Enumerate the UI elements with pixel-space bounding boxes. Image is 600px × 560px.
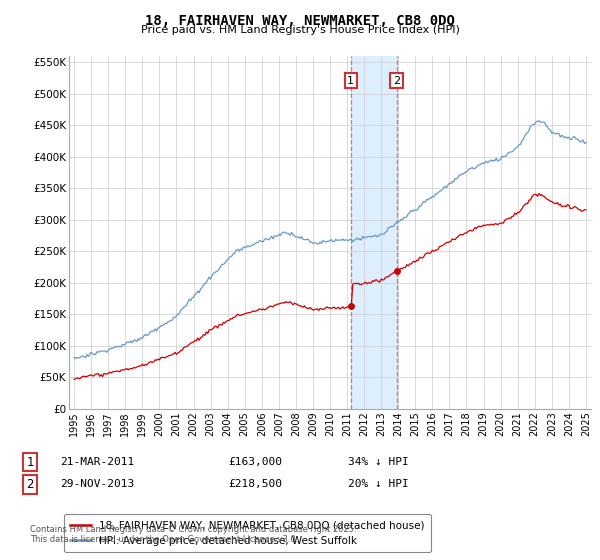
Text: 29-NOV-2013: 29-NOV-2013: [60, 479, 134, 489]
Text: 18, FAIRHAVEN WAY, NEWMARKET, CB8 0DQ: 18, FAIRHAVEN WAY, NEWMARKET, CB8 0DQ: [145, 14, 455, 28]
Text: 1: 1: [347, 76, 355, 86]
Text: 1: 1: [26, 455, 34, 469]
Text: 2: 2: [26, 478, 34, 491]
Text: Price paid vs. HM Land Registry's House Price Index (HPI): Price paid vs. HM Land Registry's House …: [140, 25, 460, 35]
Legend: 18, FAIRHAVEN WAY, NEWMARKET, CB8 0DQ (detached house), HPI: Average price, deta: 18, FAIRHAVEN WAY, NEWMARKET, CB8 0DQ (d…: [64, 514, 431, 552]
Bar: [351, 56, 397, 409]
Text: 21-MAR-2011: 21-MAR-2011: [60, 457, 134, 467]
Text: 2: 2: [393, 76, 400, 86]
Text: £218,500: £218,500: [228, 479, 282, 489]
Text: Contains HM Land Registry data © Crown copyright and database right 2025.
This d: Contains HM Land Registry data © Crown c…: [30, 525, 356, 544]
Text: 20% ↓ HPI: 20% ↓ HPI: [348, 479, 409, 489]
Text: 34% ↓ HPI: 34% ↓ HPI: [348, 457, 409, 467]
Text: £163,000: £163,000: [228, 457, 282, 467]
